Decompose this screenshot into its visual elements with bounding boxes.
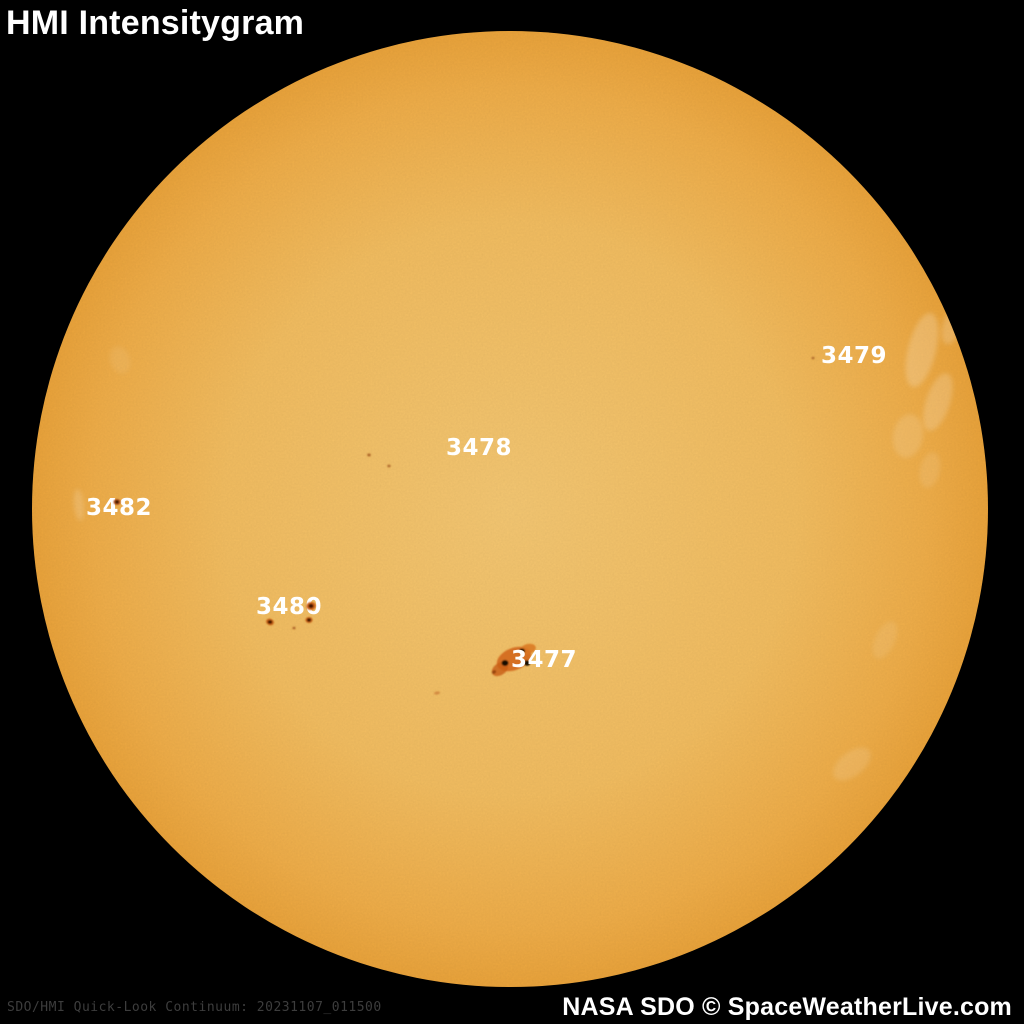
sunspot-region-label-3477: 3477 bbox=[511, 647, 578, 673]
sunspot-region-label-3482: 3482 bbox=[86, 495, 153, 521]
image-title: HMI Intensitygram bbox=[6, 4, 305, 42]
sunspot-region-label-3478: 3478 bbox=[446, 435, 513, 461]
sunspot-region-label-3479: 3479 bbox=[821, 343, 888, 369]
sunspot-region-label-3480: 3480 bbox=[256, 594, 323, 620]
instrument-timestamp-caption: SDO/HMI Quick-Look Continuum: 20231107_0… bbox=[7, 1000, 382, 1015]
credit-caption: NASA SDO © SpaceWeatherLive.com bbox=[562, 993, 1012, 1021]
